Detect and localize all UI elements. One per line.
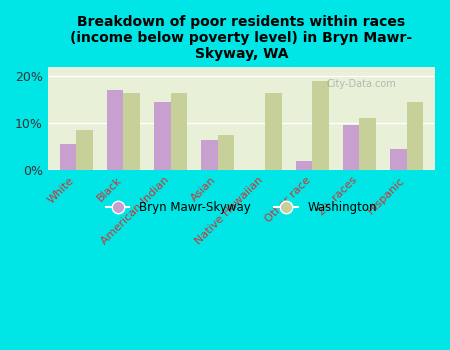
Bar — [360, 118, 376, 170]
Bar — [201, 140, 218, 170]
Bar — [76, 130, 93, 170]
Bar — [296, 161, 312, 170]
Bar — [265, 92, 282, 170]
Bar — [154, 102, 171, 170]
Title: Breakdown of poor residents within races
(income below poverty level) in Bryn Ma: Breakdown of poor residents within races… — [70, 15, 413, 61]
Bar — [312, 81, 329, 170]
Bar — [218, 135, 234, 170]
Bar — [123, 92, 140, 170]
Bar — [171, 92, 187, 170]
Bar — [59, 144, 76, 170]
Text: City-Data.com: City-Data.com — [327, 79, 396, 89]
Bar — [407, 102, 423, 170]
Bar — [107, 90, 123, 170]
Bar — [343, 125, 360, 170]
Legend: Bryn Mawr-Skyway, Washington: Bryn Mawr-Skyway, Washington — [101, 196, 382, 219]
Bar — [390, 149, 407, 170]
